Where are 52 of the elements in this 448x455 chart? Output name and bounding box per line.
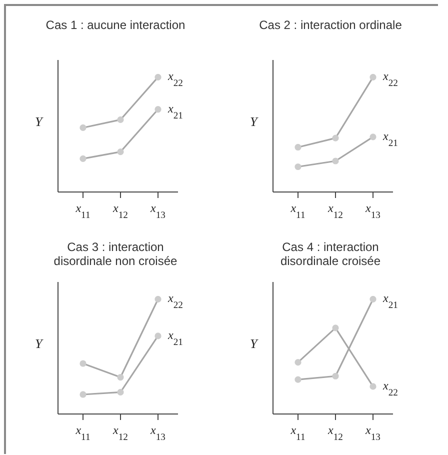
point [154, 296, 162, 303]
point [370, 74, 376, 81]
chart-title: Cas 2 : interaction ordinale [258, 18, 403, 34]
series-label: x$_{21}$ [382, 291, 398, 311]
point [332, 324, 339, 332]
x-tick-label: x$_{11}$ [74, 423, 90, 442]
point [117, 374, 124, 381]
point [117, 116, 124, 123]
point [154, 332, 162, 340]
x-tick-label: x$_{12}$ [112, 201, 128, 220]
point [154, 74, 162, 81]
y-axis-title: Y [35, 336, 44, 351]
x-tick-label: x$_{13}$ [150, 201, 166, 220]
point [370, 383, 376, 390]
point [332, 158, 339, 164]
series-label: x$_{22}$ [167, 69, 184, 89]
y-axis-title: Y [35, 114, 44, 129]
point [80, 155, 86, 162]
series-label: x$_{22}$ [382, 378, 398, 398]
chart-title: Cas 3 : interaction disordinale non croisée [52, 240, 178, 270]
point [370, 296, 376, 303]
series-label: x$_{21}$ [382, 128, 398, 148]
point [294, 163, 302, 170]
chart-title: Cas 4 : interaction disordinale croisée [279, 240, 382, 270]
point [80, 391, 86, 398]
point [117, 148, 124, 156]
x-tick-label: x$_{12}$ [327, 201, 344, 220]
series-label: x$_{22}$ [167, 291, 184, 311]
x-tick-label: x$_{13}$ [364, 201, 381, 220]
x-tick-label: x$_{11}$ [290, 201, 306, 220]
series-label: x$_{21}$ [167, 101, 184, 121]
series-label: x$_{21}$ [167, 328, 184, 348]
point [154, 106, 162, 113]
y-axis-title: Y [250, 114, 259, 129]
point [294, 359, 302, 366]
series-label: x$_{22}$ [382, 69, 398, 89]
x-tick-label: x$_{11}$ [290, 423, 306, 442]
point [294, 376, 302, 383]
point [294, 144, 302, 151]
x-tick-label: x$_{13}$ [150, 423, 166, 442]
y-axis-title: Y [250, 336, 259, 351]
point [80, 360, 86, 367]
x-tick-label: x$_{13}$ [364, 423, 381, 442]
chart-title: Cas 1 : aucune interaction [44, 18, 186, 34]
point [80, 124, 86, 132]
point [117, 388, 124, 396]
point [370, 134, 376, 140]
x-tick-label: x$_{12}$ [112, 423, 128, 442]
point [332, 372, 339, 380]
x-tick-label: x$_{11}$ [74, 201, 90, 220]
point [332, 134, 339, 142]
x-tick-label: x$_{12}$ [327, 423, 344, 442]
